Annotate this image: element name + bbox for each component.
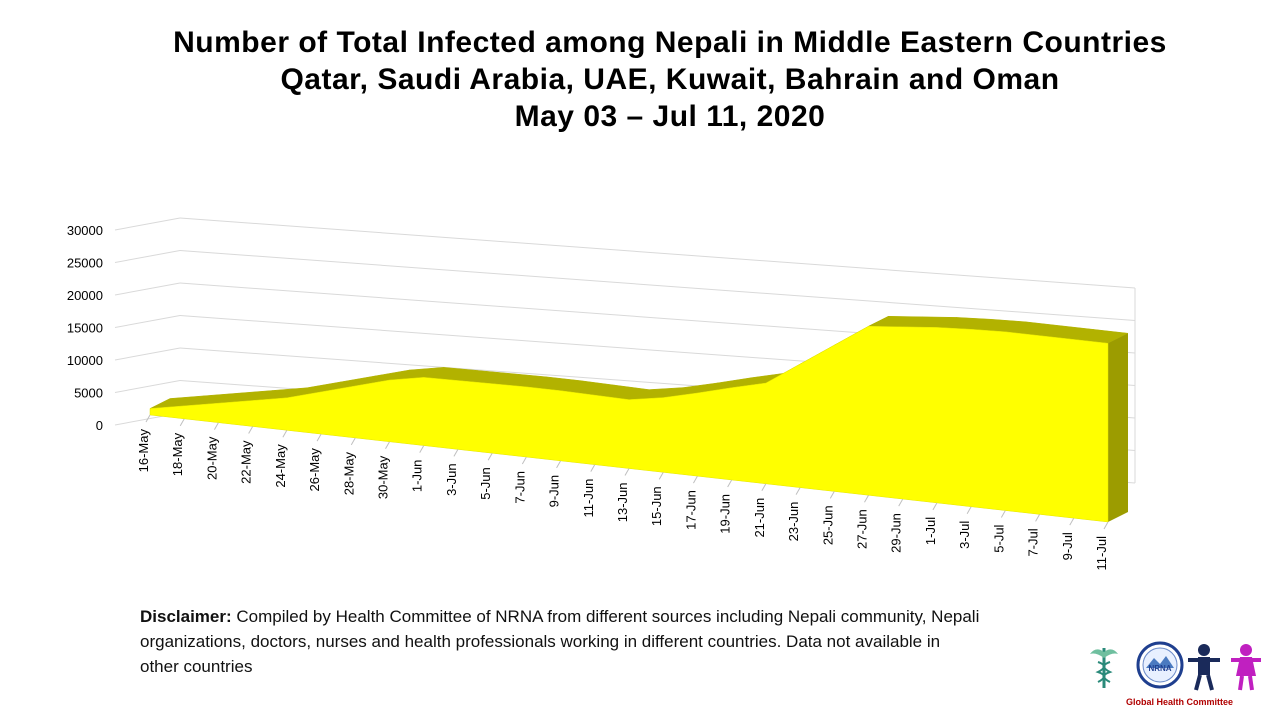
gridline-left: [114, 315, 181, 328]
nrna-emblem-icon: NRNA: [1136, 641, 1184, 689]
x-tick-mark: [248, 426, 254, 434]
y-tick-label: 10000: [67, 353, 103, 368]
x-tick-label: 18-May: [170, 432, 185, 476]
x-tick-label: 7-Jul: [1026, 528, 1041, 556]
x-tick-label: 30-May: [376, 455, 391, 499]
x-tick-label: 9-Jun: [547, 475, 562, 508]
area-chart-3d: 0 5000 10000 15000 20000 25000 30000 16-May 18-…: [67, 217, 1136, 571]
x-tick-label: 27-Jun: [855, 509, 870, 549]
x-tick-mark: [761, 483, 767, 492]
svg-text:NRNA: NRNA: [1148, 664, 1171, 673]
y-tick-label: 20000: [67, 288, 103, 303]
person-female-icon: [1231, 644, 1261, 691]
x-tick-mark: [419, 445, 425, 453]
area-side-face: [1108, 333, 1128, 522]
x-tick-mark: [487, 452, 493, 461]
y-tick-label: 30000: [67, 223, 103, 238]
gridline-back: [179, 217, 1136, 289]
y-tick-label: 5000: [74, 386, 103, 401]
y-tick-label: 15000: [67, 321, 103, 336]
x-tick-mark: [316, 433, 322, 442]
disclaimer-label: Disclaimer:: [140, 607, 232, 626]
committee-logos: NRNA: [1090, 641, 1261, 691]
x-tick-mark: [898, 498, 904, 507]
x-tick-label: 26-May: [307, 448, 322, 492]
x-tick-mark: [179, 418, 185, 427]
y-tick-label: 0: [96, 418, 103, 433]
title-line-2: Qatar, Saudi Arabia, UAE, Kuwait, Bahrai…: [280, 63, 1060, 96]
gridline-left: [114, 347, 181, 361]
x-tick-label: 24-May: [273, 444, 288, 488]
x-tick-label: 1-Jul: [923, 517, 938, 545]
x-tick-mark: [1069, 517, 1075, 526]
x-tick-mark: [624, 468, 630, 476]
x-tick-mark: [350, 437, 356, 446]
x-tick-mark: [658, 472, 664, 480]
x-tick-mark: [385, 441, 390, 449]
x-tick-label: 5-Jul: [991, 524, 1006, 552]
x-tick-mark: [795, 487, 801, 495]
x-tick-label: 19-Jun: [718, 494, 733, 534]
x-tick-mark: [282, 430, 288, 438]
x-tick-label: 28-May: [341, 451, 356, 495]
x-tick-mark: [829, 491, 835, 499]
area-front-face: [149, 325, 1109, 523]
x-tick-label: 11-Jun: [581, 479, 596, 518]
x-tick-label: 22-May: [239, 440, 254, 484]
x-tick-mark: [213, 422, 219, 430]
disclaimer-text: Compiled by Health Committee of NRNA fro…: [140, 607, 980, 676]
x-tick-mark: [692, 475, 698, 484]
x-tick-label: 16-May: [136, 429, 151, 473]
gridline-left: [114, 217, 181, 231]
x-tick-mark: [145, 414, 151, 423]
x-tick-label: 3-Jun: [444, 463, 459, 496]
x-tick-mark: [966, 506, 972, 514]
data-area: [149, 315, 1129, 523]
x-tick-label: 23-Jun: [786, 502, 801, 542]
caduceus-icon: [1090, 648, 1118, 688]
gridline-left: [114, 250, 181, 263]
gridline-back: [179, 250, 1136, 321]
x-tick-label: 5-Jun: [478, 467, 493, 500]
x-tick-label: 15-Jun: [649, 486, 664, 526]
x-tick-label: 29-Jun: [889, 513, 904, 553]
x-tick-mark: [727, 479, 733, 488]
x-tick-label: 21-Jun: [752, 498, 767, 538]
x-axis-ticks: 16-May 18-May 20-May 22-May 24-May 26-May 28-M…: [136, 414, 1109, 571]
x-tick-mark: [1035, 514, 1041, 522]
x-tick-label: 25-Jun: [820, 505, 835, 545]
x-tick-label: 20-May: [204, 436, 219, 480]
x-tick-mark: [932, 502, 938, 511]
x-tick-label: 9-Jul: [1060, 532, 1075, 560]
logo-caption: Global Health Committee: [1126, 697, 1234, 707]
y-axis-ticks: 0 5000 10000 15000 20000 25000 30000: [67, 223, 103, 433]
x-tick-label: 17-Jun: [683, 490, 698, 530]
chart-title: Number of Total Infected among Nepali in…: [60, 24, 1280, 135]
y-tick-label: 25000: [67, 256, 103, 271]
x-tick-mark: [864, 495, 869, 503]
title-line-3: May 03 – Jul 11, 2020: [514, 100, 826, 133]
x-tick-mark: [556, 460, 562, 469]
person-male-icon: [1188, 644, 1220, 691]
gridline-left: [114, 282, 181, 296]
x-tick-label: 11-Jul: [1094, 536, 1109, 571]
x-tick-mark: [521, 456, 527, 465]
x-tick-label: 13-Jun: [615, 483, 630, 523]
x-tick-mark: [1000, 510, 1006, 518]
title-line-1: Number of Total Infected among Nepali in…: [173, 26, 1167, 59]
gridline-left: [114, 380, 181, 393]
x-tick-mark: [590, 464, 596, 472]
disclaimer: Disclaimer: Compiled by Health Committee…: [140, 604, 980, 679]
x-tick-mark: [1103, 521, 1109, 530]
x-tick-mark: [453, 449, 459, 457]
x-tick-label: 3-Jul: [957, 521, 972, 549]
x-tick-label: 7-Jun: [512, 471, 527, 504]
x-tick-label: 1-Jun: [410, 460, 425, 493]
